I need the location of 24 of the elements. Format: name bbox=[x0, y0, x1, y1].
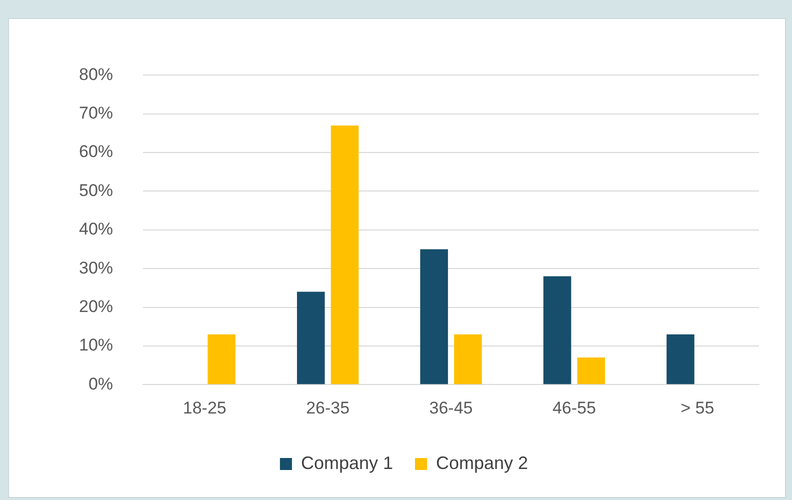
bar bbox=[296, 292, 325, 384]
legend-label: Company 2 bbox=[436, 452, 528, 473]
bar bbox=[330, 125, 359, 384]
bar bbox=[543, 276, 572, 384]
bar bbox=[454, 334, 482, 384]
y-tick-label: 30% bbox=[78, 258, 114, 278]
y-tick-label: 50% bbox=[78, 180, 114, 200]
x-tick-label: 18-25 bbox=[182, 398, 226, 418]
y-tick-label: 70% bbox=[78, 104, 114, 123]
y-tick-label: 60% bbox=[78, 142, 114, 162]
x-tick-label: 26-35 bbox=[306, 398, 350, 418]
bar bbox=[208, 334, 236, 384]
x-tick-label: 46-55 bbox=[552, 398, 596, 418]
y-tick-label: 80% bbox=[78, 64, 114, 84]
x-tick-label: > 55 bbox=[680, 398, 714, 418]
bar bbox=[577, 358, 606, 384]
bar bbox=[666, 334, 694, 384]
y-tick-label: 40% bbox=[78, 220, 114, 239]
y-tick-label: 10% bbox=[78, 336, 114, 355]
x-tick-label: 36-45 bbox=[429, 398, 473, 418]
y-tick-label: 0% bbox=[88, 374, 114, 394]
legend-label: Company 1 bbox=[300, 452, 394, 473]
bar bbox=[420, 249, 448, 384]
y-tick-label: 20% bbox=[78, 296, 114, 316]
